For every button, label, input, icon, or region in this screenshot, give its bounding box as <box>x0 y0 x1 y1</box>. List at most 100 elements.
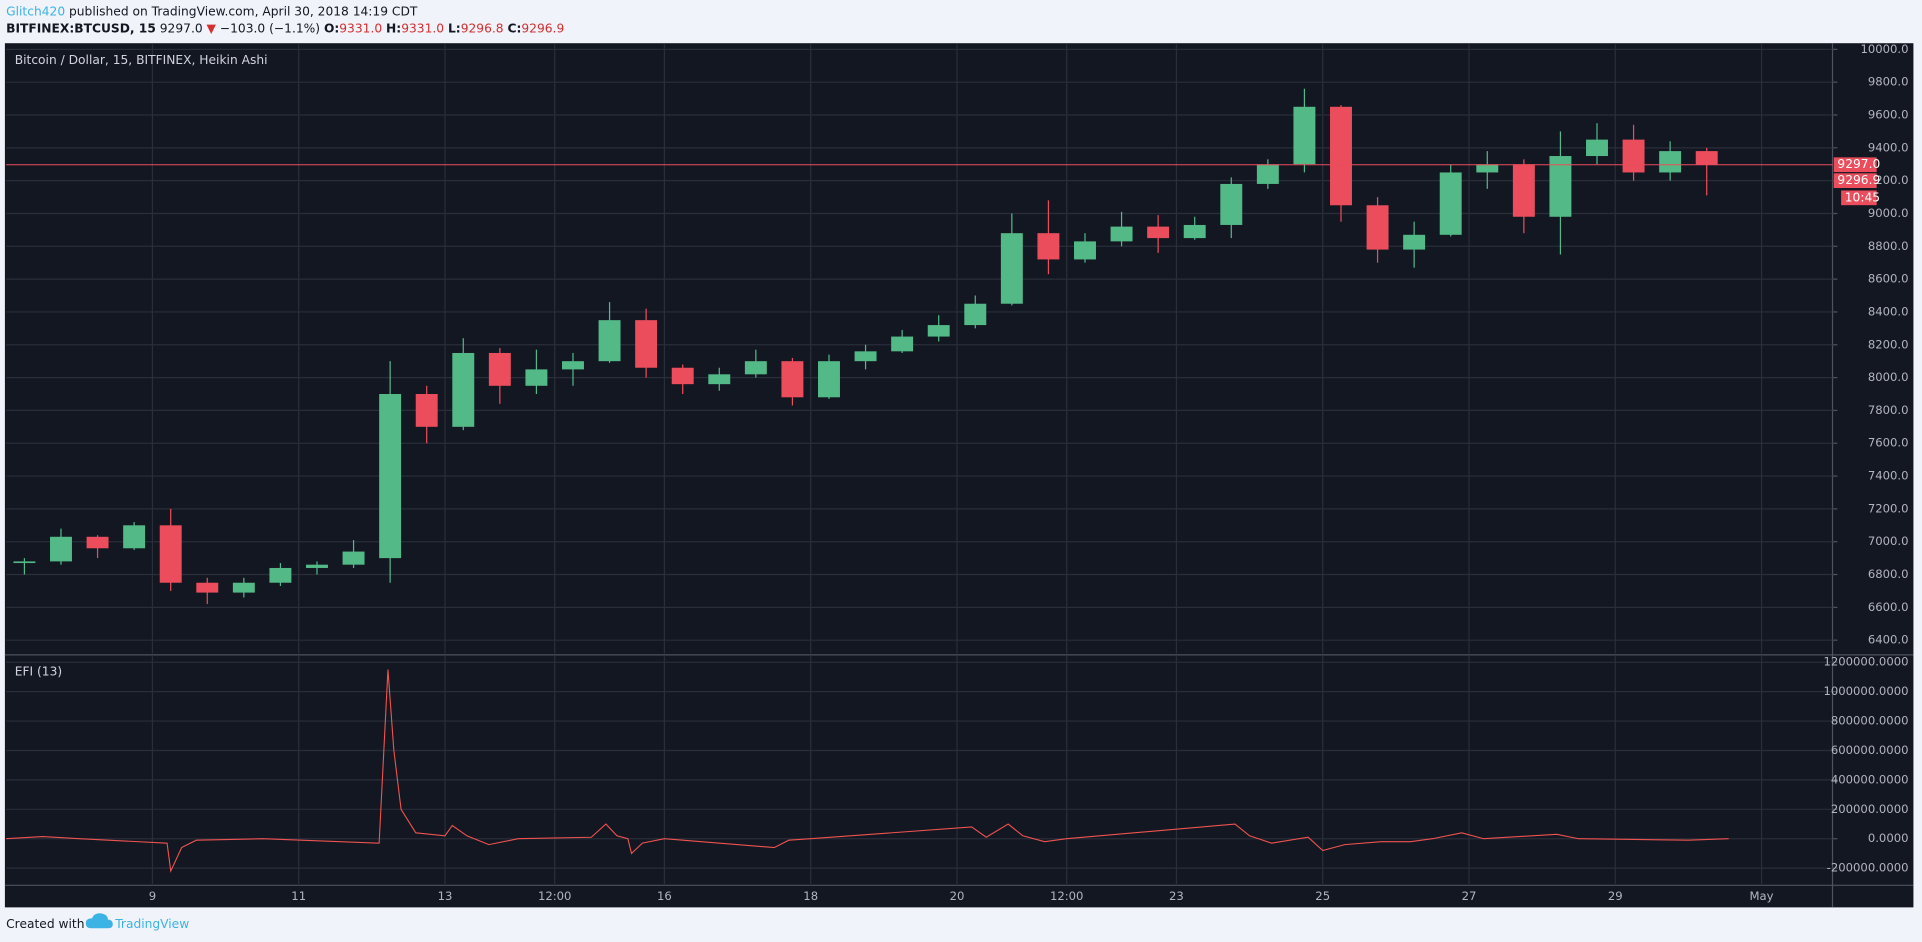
candle-body <box>1586 139 1608 157</box>
l: 9296.8 <box>461 21 504 35</box>
x-tick-label: 29 <box>1608 889 1623 903</box>
footer-created: Created with <box>6 917 84 931</box>
candle-body <box>1695 151 1718 165</box>
y-tick-label: 7600.0 <box>1868 436 1909 450</box>
candle-body <box>1366 205 1389 250</box>
y-tick-label: 6400.0 <box>1868 633 1909 647</box>
arrow: ▼ <box>207 21 217 35</box>
countdown-box <box>1841 190 1877 206</box>
candle-body <box>1512 164 1535 217</box>
candle-body <box>1110 226 1133 242</box>
y-tick-label: 8800.0 <box>1868 239 1909 253</box>
y-tick-label: -200000.0000 <box>1827 861 1909 875</box>
candle-body <box>50 536 72 562</box>
candle-body <box>1256 164 1279 184</box>
candle-body <box>818 361 840 398</box>
c: 9296.9 <box>521 21 564 35</box>
h-label: H: <box>386 21 401 35</box>
candle-body <box>196 582 219 593</box>
candle-body <box>562 361 584 370</box>
y-tick-label: 7000.0 <box>1868 534 1909 548</box>
candle-body <box>1293 106 1316 165</box>
x-tick-label: May <box>1750 889 1774 903</box>
y-tick-label: 8000.0 <box>1868 370 1909 384</box>
candle-body <box>525 369 548 386</box>
close-box <box>1833 173 1877 189</box>
x-tick-label: 25 <box>1315 889 1330 903</box>
x-tick-label: 9 <box>149 889 156 903</box>
candle-body <box>13 561 36 564</box>
candle-body <box>1476 164 1499 173</box>
y-tick-label: 1200000.0000 <box>1823 655 1908 669</box>
l-label: L: <box>448 21 461 35</box>
candle-body <box>708 374 731 385</box>
quote-line: BITFINEX:BTCUSD, 15 9297.0 ▼ −103.0 (−1.… <box>6 21 564 35</box>
candle-body <box>232 582 255 593</box>
x-tick-label: 27 <box>1462 889 1477 903</box>
candle-body <box>1622 139 1645 173</box>
y-tick-label: 7400.0 <box>1868 469 1909 483</box>
c-label: C: <box>507 21 521 35</box>
x-tick-label: 12:00 <box>1050 889 1084 903</box>
x-tick-label: 18 <box>803 889 818 903</box>
y-tick-label: 9600.0 <box>1868 108 1909 122</box>
y-tick-label: 9200.0 <box>1868 173 1909 187</box>
publish-line: Glitch420 published on TradingView.com, … <box>6 4 418 18</box>
symbol: BITFINEX:BTCUSD, 15 <box>6 21 156 35</box>
y-tick-label: 7800.0 <box>1868 403 1909 417</box>
candle-body <box>1000 233 1023 304</box>
efi-pane-title: EFI (13) <box>15 665 62 679</box>
o-label: O: <box>324 21 339 35</box>
y-tick-label: 8200.0 <box>1868 337 1909 351</box>
y-tick-label: 200000.0000 <box>1831 802 1909 816</box>
y-tick-label: 6800.0 <box>1868 567 1909 581</box>
y-tick-label: 6600.0 <box>1868 600 1909 614</box>
author[interactable]: Glitch420 <box>6 4 65 18</box>
y-tick-label: 9000.0 <box>1868 206 1909 220</box>
h: 9331.0 <box>401 21 444 35</box>
candle-body <box>1659 151 1682 173</box>
candle-body <box>1220 183 1243 225</box>
candle-body <box>86 536 109 549</box>
candle-body <box>452 352 475 427</box>
change: −103.0 (−1.1%) <box>220 21 320 35</box>
candle-body <box>415 394 438 427</box>
plot-layer: 9 11 13 12:00 16 18 20 12:00 23 25 27 29 May 6400.0 66… <box>6 42 1909 903</box>
x-tick-label: 13 <box>438 889 453 903</box>
footer-brand[interactable]: TradingView <box>114 917 189 931</box>
candle-body <box>854 351 877 362</box>
candle-body <box>342 551 365 565</box>
published: published on TradingView.com, April 30, … <box>69 4 418 18</box>
y-tick-label: 7200.0 <box>1868 501 1909 515</box>
y-tick-label: 800000.0000 <box>1831 714 1909 728</box>
y-tick-label: 9400.0 <box>1868 140 1909 154</box>
candle-body <box>1439 172 1462 235</box>
countdown-label: 10:45 <box>1845 190 1880 204</box>
candle-body <box>269 567 292 583</box>
chart-area <box>4 43 1914 908</box>
y-tick-label: 0.0000 <box>1868 831 1909 845</box>
x-tick-label: 12:00 <box>538 889 572 903</box>
efi-line <box>6 669 1729 874</box>
last-price-box <box>1833 157 1877 173</box>
candle-body <box>1403 234 1426 250</box>
candle-body <box>671 367 694 385</box>
last-price-label: 9297.0 <box>1837 157 1880 171</box>
tradingview-logo <box>85 913 113 929</box>
o: 9331.0 <box>339 21 382 35</box>
x-tick-label: 23 <box>1169 889 1184 903</box>
candle-body <box>1037 233 1060 260</box>
candle-body <box>488 352 511 386</box>
candle-body <box>964 303 987 326</box>
price-pane-title: Bitcoin / Dollar, 15, BITFINEX, Heikin A… <box>15 53 268 67</box>
y-tick-label: 9800.0 <box>1868 75 1909 89</box>
y-tick-label: 8400.0 <box>1868 304 1909 318</box>
candle-body <box>927 325 950 337</box>
last: 9297.0 <box>160 21 203 35</box>
candle-body <box>123 525 146 549</box>
candle-body <box>1074 241 1096 260</box>
candle-body <box>891 336 914 352</box>
y-tick-label: 1000000.0000 <box>1823 684 1908 698</box>
candle-body <box>1183 224 1206 239</box>
